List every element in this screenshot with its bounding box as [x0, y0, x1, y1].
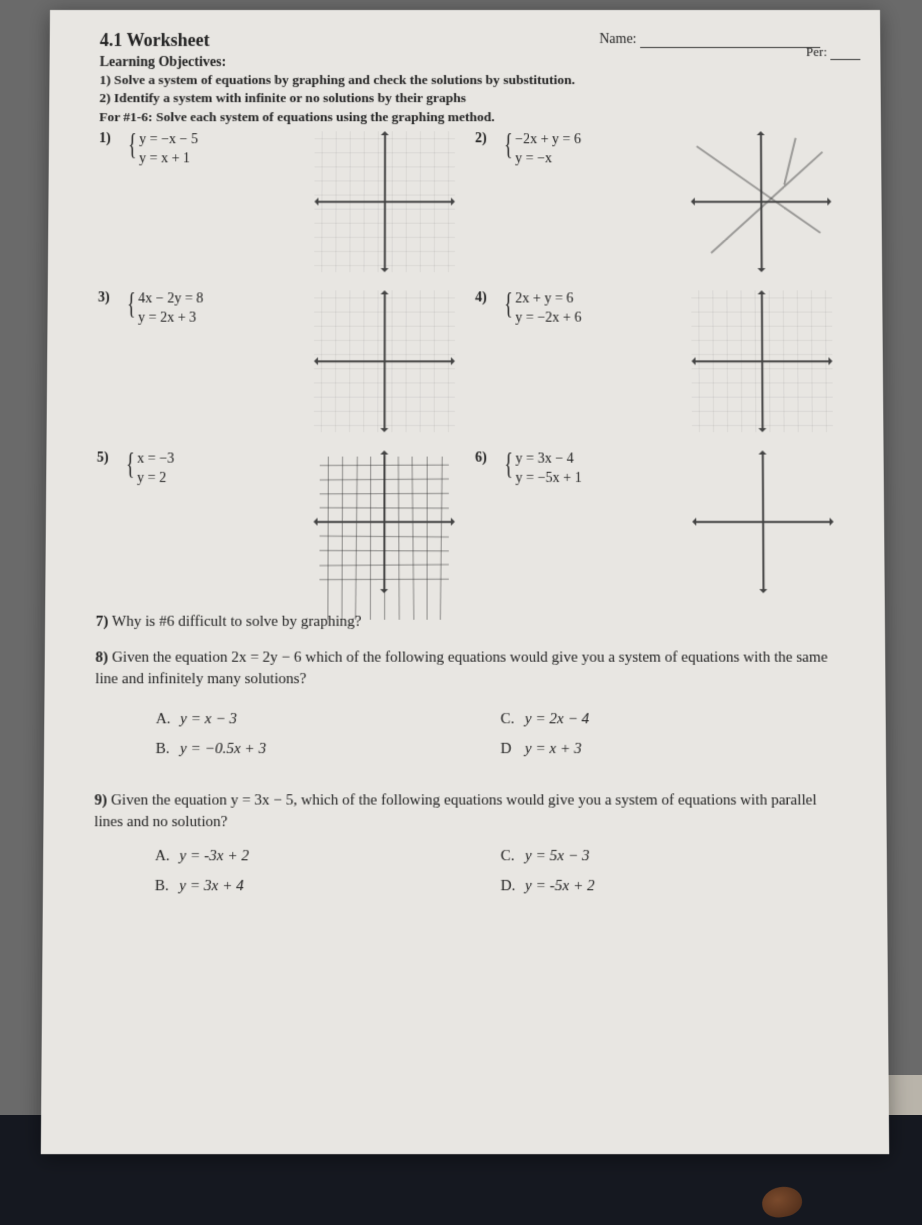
- problem-1-system: y = −x − 5 y = x + 1: [129, 132, 198, 169]
- problem-4-eq1: 2x + y = 6: [515, 291, 581, 309]
- problem-2-eq1: −2x + y = 6: [515, 132, 581, 150]
- question-7-number: 7): [96, 614, 109, 630]
- problem-row-3: 5) x = −3 y = 2 6) y = 3x − 4 y = −5x + …: [96, 451, 844, 594]
- problem-6-eq2: y = −5x + 1: [515, 469, 581, 488]
- problem-3-eq1: 4x − 2y = 8: [138, 291, 203, 309]
- period-field: Per:: [806, 44, 860, 60]
- period-blank[interactable]: [830, 59, 860, 60]
- problem-6-graph[interactable]: [692, 451, 834, 594]
- problem-3-system: 4x − 2y = 8 y = 2x + 3: [128, 291, 203, 328]
- question-8-choices-left: A.y = x − 3 B.y = −0.5x + 3: [156, 705, 501, 764]
- problem-1-graph[interactable]: [314, 132, 455, 273]
- problem-number: 4): [475, 291, 497, 307]
- problem-number: 6): [475, 451, 497, 467]
- question-9: 9) Given the equation y = 3x − 5, which …: [94, 791, 846, 834]
- problem-row-1: 1) y = −x − 5 y = x + 1 2) −2x + y = 6 y…: [98, 132, 842, 273]
- problem-3-graph[interactable]: [314, 291, 455, 433]
- question-8-text: Given the equation 2x = 2y − 6 which of …: [95, 650, 827, 688]
- objectives-list: 1) Solve a system of equations by graphi…: [99, 71, 840, 108]
- choice-8c[interactable]: C.y = 2x − 4: [500, 705, 845, 734]
- choice-9c[interactable]: C.y = 5x − 3: [501, 842, 847, 871]
- question-9-choices: A.y = -3x + 2 B.y = 3x + 4 C.y = 5x − 3 …: [155, 842, 847, 901]
- problem-2-eq2: y = −x: [515, 150, 581, 168]
- choice-9b[interactable]: B.y = 3x + 4: [155, 872, 501, 901]
- problem-5-system: x = −3 y = 2: [127, 451, 174, 488]
- problem-5-eq1: x = −3: [137, 451, 174, 469]
- problem-2-system: −2x + y = 6 y = −x: [505, 132, 581, 169]
- problem-1-eq1: y = −x − 5: [139, 132, 198, 150]
- choice-9a[interactable]: A.y = -3x + 2: [155, 842, 501, 871]
- choice-8a[interactable]: A.y = x − 3: [156, 705, 501, 734]
- period-label: Per:: [806, 44, 827, 59]
- question-9-number: 9): [94, 793, 107, 809]
- question-7-text: Why is #6 difficult to solve by graphing…: [112, 614, 362, 630]
- problem-5-graph[interactable]: [313, 451, 455, 594]
- problem-4: 4) 2x + y = 6 y = −2x + 6: [475, 291, 843, 433]
- problem-5: 5) x = −3 y = 2: [96, 451, 465, 594]
- problem-6-system: y = 3x − 4 y = −5x + 1: [505, 451, 581, 488]
- problem-1: 1) y = −x − 5 y = x + 1: [98, 132, 465, 273]
- objective-1: 1) Solve a system of equations by graphi…: [99, 71, 840, 89]
- name-label: Name:: [599, 32, 636, 47]
- pencil-line-1: [696, 146, 821, 234]
- problem-number: 1): [99, 132, 121, 148]
- problem-3: 3) 4x − 2y = 8 y = 2x + 3: [97, 291, 465, 433]
- name-field: Name:: [599, 32, 820, 48]
- objectives-heading: Learning Objectives:: [100, 55, 841, 71]
- choice-9d[interactable]: D.y = -5x + 2: [501, 872, 847, 901]
- problem-4-system: 2x + y = 6 y = −2x + 6: [505, 291, 581, 328]
- problem-3-eq2: y = 2x + 3: [138, 309, 203, 327]
- question-8: 8) Given the equation 2x = 2y − 6 which …: [95, 648, 845, 691]
- question-9-text: Given the equation y = 3x − 5, which of …: [94, 793, 817, 831]
- question-8-choices: A.y = x − 3 B.y = −0.5x + 3 C.y = 2x − 4…: [156, 705, 846, 764]
- question-8-choices-right: C.y = 2x − 4 Dy = x + 3: [500, 705, 845, 764]
- problem-number: 5): [97, 451, 119, 467]
- problem-number: 2): [475, 132, 497, 148]
- problem-6-eq1: y = 3x − 4: [515, 451, 581, 469]
- problem-4-eq2: y = −2x + 6: [515, 309, 581, 327]
- choice-8b[interactable]: B.y = −0.5x + 3: [156, 735, 501, 764]
- question-8-number: 8): [95, 650, 108, 666]
- problem-2: 2) −2x + y = 6 y = −x: [475, 132, 842, 273]
- question-7: 7) Why is #6 difficult to solve by graph…: [96, 612, 845, 633]
- objective-2: 2) Identify a system with infinite or no…: [99, 89, 840, 107]
- question-9-choices-left: A.y = -3x + 2 B.y = 3x + 4: [155, 842, 501, 901]
- problem-number: 3): [98, 291, 120, 307]
- instructions: For #1-6: Solve each system of equations…: [99, 110, 841, 126]
- problem-5-eq2: y = 2: [137, 469, 174, 488]
- problem-1-eq2: y = x + 1: [139, 150, 198, 168]
- question-9-choices-right: C.y = 5x − 3 D.y = -5x + 2: [501, 842, 847, 901]
- problem-row-2: 3) 4x − 2y = 8 y = 2x + 3 4) 2x + y = 6 …: [97, 291, 843, 433]
- name-blank[interactable]: [640, 47, 820, 48]
- problem-4-graph[interactable]: [691, 291, 833, 433]
- choice-8d[interactable]: Dy = x + 3: [500, 735, 845, 764]
- problems-grid: 1) y = −x − 5 y = x + 1 2) −2x + y = 6 y…: [96, 132, 844, 594]
- problem-2-graph[interactable]: [691, 132, 832, 273]
- problem-6: 6) y = 3x − 4 y = −5x + 1: [475, 451, 844, 594]
- worksheet-page: 4.1 Worksheet Name: Per: Learning Object…: [41, 10, 889, 1154]
